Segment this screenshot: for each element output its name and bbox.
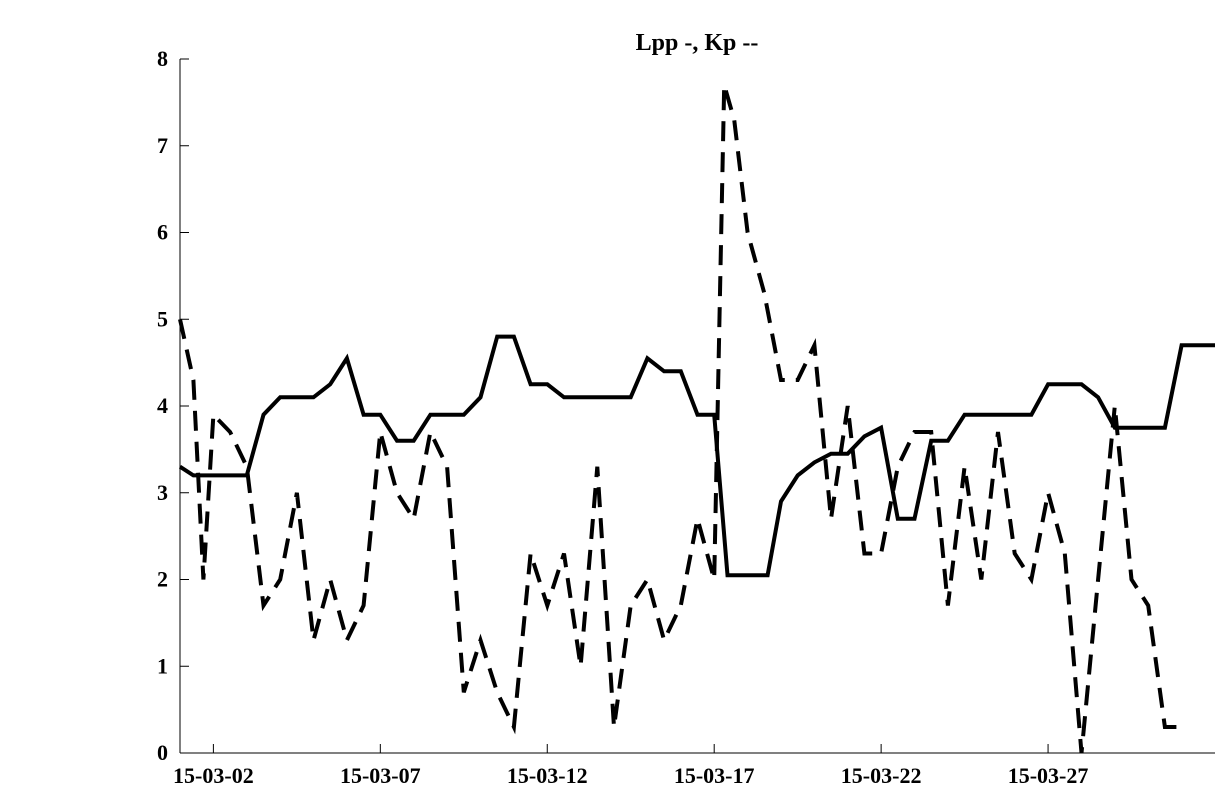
x-tick-label: 15-03-22 — [841, 763, 922, 788]
y-axis: 0 1 2 3 4 5 6 7 8 — [157, 46, 189, 765]
y-tick-label: 7 — [157, 133, 168, 158]
y-tick-label: 3 — [157, 480, 168, 505]
y-tick-label: 4 — [157, 393, 168, 418]
x-tick-label: 15-03-07 — [340, 763, 421, 788]
y-tick-label: 8 — [157, 46, 168, 71]
x-axis: 15-03-02 15-03-07 15-03-12 15-03-17 15-03-22… — [173, 744, 1215, 788]
y-tick-label: 1 — [157, 653, 168, 678]
series-layer — [178, 84, 1215, 754]
x-tick-label: 15-03-27 — [1008, 763, 1089, 788]
series-line-kp — [178, 84, 1182, 754]
series-line-lpp — [178, 334, 1215, 578]
y-tick-label: 2 — [157, 567, 168, 592]
x-tick-label: 15-03-17 — [674, 763, 755, 788]
y-tick-label: 0 — [157, 740, 168, 765]
x-tick-label: 15-03-02 — [173, 763, 254, 788]
y-tick-label: 5 — [157, 306, 168, 331]
x-tick-label: 15-03-12 — [507, 763, 588, 788]
y-tick-label: 6 — [157, 220, 168, 245]
chart-title: Lpp -, Kp -- — [636, 30, 759, 56]
